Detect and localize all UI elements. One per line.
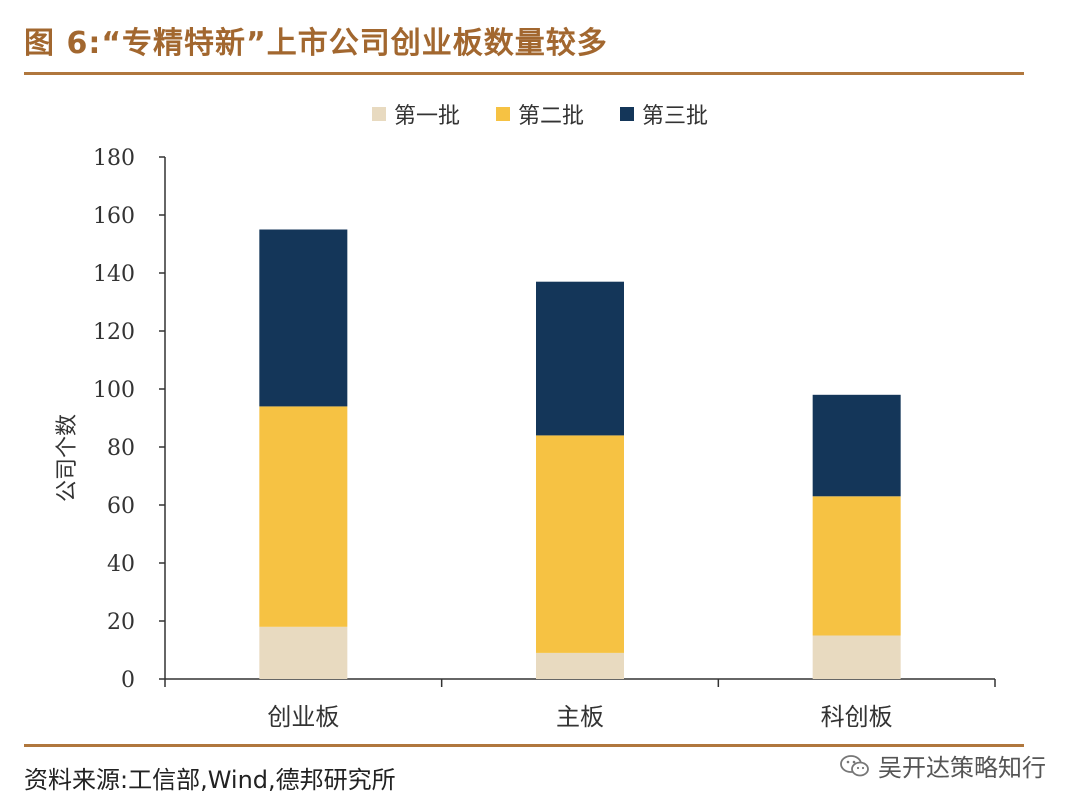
bar-segment-2 <box>259 406 348 627</box>
y-tick-label: 0 <box>121 668 135 693</box>
legend-swatch-batch1 <box>371 107 386 121</box>
watermark: 吴开达策略知行 <box>840 748 1046 783</box>
y-tick-label: 80 <box>107 436 135 461</box>
bar-segment-3 <box>536 281 624 436</box>
bar-segment-1 <box>259 626 348 679</box>
x-tick-label: 创业板 <box>267 703 339 731</box>
bar-segment-1 <box>812 635 901 679</box>
legend-swatch-batch2 <box>495 107 510 121</box>
y-tick-label: 160 <box>93 204 135 229</box>
y-tick-label: 180 <box>93 146 135 171</box>
bar-segment-3 <box>259 229 348 407</box>
x-tick-label: 科创板 <box>821 703 893 731</box>
legend-label-batch2: 第二批 <box>517 104 584 129</box>
y-axis-label: 公司个数 <box>55 414 80 502</box>
top-rule <box>24 72 1024 75</box>
y-tick-label: 40 <box>107 552 135 577</box>
y-tick-label: 100 <box>93 378 135 403</box>
legend-item-batch3: 第三批 <box>620 98 708 130</box>
x-tick-label: 主板 <box>556 703 604 731</box>
bar-segment-2 <box>812 496 901 636</box>
y-tick-label: 140 <box>93 262 135 287</box>
y-tick-label: 120 <box>93 320 135 345</box>
legend-label-batch3: 第三批 <box>642 104 709 129</box>
legend-item-batch1: 第一批 <box>371 98 460 130</box>
bottom-rule <box>24 744 1024 747</box>
y-tick-label: 60 <box>107 494 135 519</box>
bar-segment-3 <box>812 394 901 497</box>
bar-segment-1 <box>536 652 624 679</box>
watermark-text: 吴开达策略知行 <box>878 754 1046 782</box>
figure-title: 图 6:“专精特新”上市公司创业板数量较多 <box>24 26 608 61</box>
legend-label-batch1: 第一批 <box>393 104 460 129</box>
legend-swatch-batch3 <box>620 107 634 121</box>
y-tick-label: 20 <box>107 610 135 635</box>
legend-item-batch2: 第二批 <box>495 98 584 130</box>
chart-legend: 第一批 第二批 第三批 <box>0 98 1080 130</box>
wechat-icon <box>840 754 870 778</box>
bar-segment-2 <box>536 435 624 653</box>
source-note: 资料来源:工信部,Wind,德邦研究所 <box>24 766 396 794</box>
